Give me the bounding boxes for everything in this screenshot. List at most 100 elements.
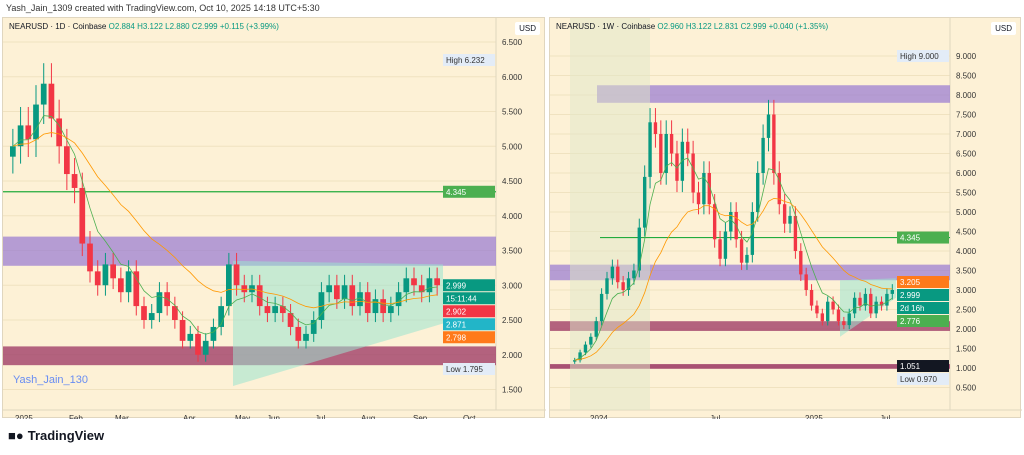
time-tick: Mar <box>115 414 129 419</box>
ma-label-1-bg <box>443 305 495 318</box>
price-tick: 2.000 <box>502 351 523 360</box>
price-tick: 7.000 <box>956 130 977 139</box>
candle <box>310 320 317 334</box>
time-tick: Jul <box>880 414 890 419</box>
symbol-legend: NEARUSD · 1D · Coinbase O2.884 H3.122 L2… <box>9 22 279 31</box>
candle <box>874 301 878 314</box>
candle <box>388 306 394 314</box>
candle <box>303 333 309 341</box>
change-value: +0.115 (+3.99%) <box>219 22 279 31</box>
candle <box>664 134 668 173</box>
symbol-label[interactable]: NEARUSD · 1W · Coinbase <box>556 22 656 31</box>
time-tick: 2025 <box>805 414 823 419</box>
candle <box>696 192 701 205</box>
price-tick: 0.500 <box>956 384 977 393</box>
candle <box>17 125 24 147</box>
symbol-legend: NEARUSD · 1W · Coinbase O2.960 H3.122 L2… <box>556 22 828 31</box>
candle <box>637 227 641 271</box>
candle <box>820 313 825 322</box>
candle <box>25 125 32 140</box>
low-label: Low 0.970 <box>900 375 937 384</box>
open-value: O2.884 <box>108 22 135 31</box>
high-label: High 9.000 <box>900 52 939 61</box>
candle <box>87 243 93 272</box>
candle <box>879 301 884 306</box>
candle <box>125 271 132 293</box>
support-price-label: 1.051 <box>900 362 921 371</box>
candle <box>272 306 278 314</box>
candle <box>718 239 722 259</box>
low-label-bg <box>443 362 495 375</box>
candle <box>610 266 615 279</box>
candle <box>172 306 178 320</box>
price-tick: 5.000 <box>502 142 523 151</box>
change-value: +0.040 (+1.35%) <box>768 22 829 31</box>
candle <box>632 270 636 279</box>
candle <box>241 285 248 293</box>
candle <box>852 297 857 314</box>
candle <box>10 146 16 157</box>
candle <box>702 173 706 205</box>
high-value: H3.122 <box>685 22 712 31</box>
currency-button[interactable]: USD <box>515 22 540 35</box>
price-tick: 7.500 <box>956 111 977 120</box>
low-label: Low 1.795 <box>446 365 483 374</box>
last-price-label: 2.999 <box>900 291 921 300</box>
candle <box>653 122 658 134</box>
candle <box>426 278 433 293</box>
candle <box>372 299 379 314</box>
level-price-label-bg <box>443 185 495 198</box>
weekly-chart-panel[interactable]: 9.000 8.500 8.000 7.500 7.000 6.500 6.000 5.500… <box>549 17 1022 419</box>
highlight-range <box>570 18 650 410</box>
price-tick: 4.000 <box>956 247 977 256</box>
resistance-zone-upper <box>597 85 950 103</box>
price-tick: 5.000 <box>956 208 977 217</box>
symbol-label[interactable]: NEARUSD · 1D · Coinbase <box>9 22 107 31</box>
currency-button[interactable]: USD <box>991 22 1016 35</box>
candle <box>226 264 232 307</box>
ma-label-2-bg <box>443 318 495 331</box>
candle <box>847 313 851 326</box>
high-label: High 6.232 <box>446 56 485 65</box>
candle <box>148 313 155 320</box>
tradingview-logo[interactable]: ■● TradingView <box>8 428 104 443</box>
candle <box>804 274 808 290</box>
candle <box>256 285 263 307</box>
candle <box>648 122 652 177</box>
daily-chart-panel[interactable]: 6.500 6.000 5.500 5.000 4.500 4.000 3.500 3.000… <box>2 17 546 419</box>
countdown-label-bg <box>897 302 949 315</box>
high-value: H3.122 <box>137 22 163 31</box>
price-tick: 4.500 <box>502 177 523 186</box>
candle <box>156 292 163 314</box>
candle <box>578 352 582 361</box>
candle <box>195 333 201 355</box>
support-zone <box>550 321 950 331</box>
price-tick: 8.500 <box>956 72 977 81</box>
candle <box>79 187 86 244</box>
daily-chart-canvas[interactable]: 6.500 6.000 5.500 5.000 4.500 4.000 3.500 3.000… <box>3 18 546 419</box>
candle <box>869 293 873 314</box>
high-label-bg <box>897 50 949 62</box>
time-tick: Aug <box>361 414 375 419</box>
price-tick: 2.500 <box>956 306 977 315</box>
candle <box>616 266 620 283</box>
candle <box>202 340 209 355</box>
candle <box>64 146 70 175</box>
candle <box>133 271 140 307</box>
candle <box>739 239 744 263</box>
candle <box>94 271 101 286</box>
candle <box>589 336 593 345</box>
candle <box>33 104 39 140</box>
ma-label-3-bg <box>443 331 495 344</box>
high-label-bg <box>443 54 495 66</box>
candle <box>418 285 425 293</box>
candle <box>799 251 803 275</box>
close-value: C2.999 <box>191 22 218 31</box>
candle <box>826 301 830 322</box>
price-tick: 6.000 <box>956 169 977 178</box>
candle <box>885 293 889 306</box>
candle <box>118 278 124 293</box>
ma-label-1: 2.902 <box>446 307 467 316</box>
price-tick: 1.000 <box>956 364 977 373</box>
weekly-chart-canvas[interactable]: 9.000 8.500 8.000 7.500 7.000 6.500 6.000 5.500… <box>550 18 1022 419</box>
